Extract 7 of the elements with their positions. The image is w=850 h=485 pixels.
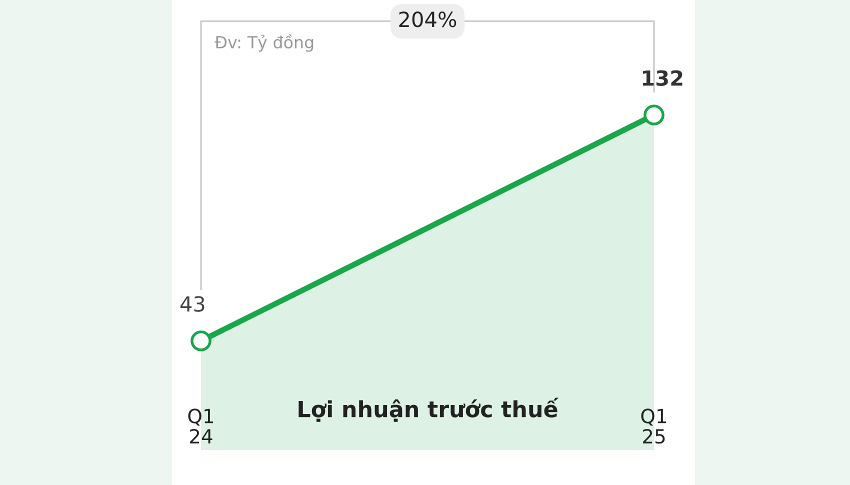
- data-label: 132: [642, 70, 682, 86]
- text: Lợi nhuận trước thuế: [298, 398, 559, 422]
- x-tick-label: Q1 25: [641, 408, 666, 444]
- text: Đv: Tỷ đồng: [214, 34, 314, 52]
- data-label: 43: [180, 296, 204, 312]
- x-tick-label: Q1 24: [188, 408, 214, 444]
- text: 204%: [399, 11, 456, 28]
